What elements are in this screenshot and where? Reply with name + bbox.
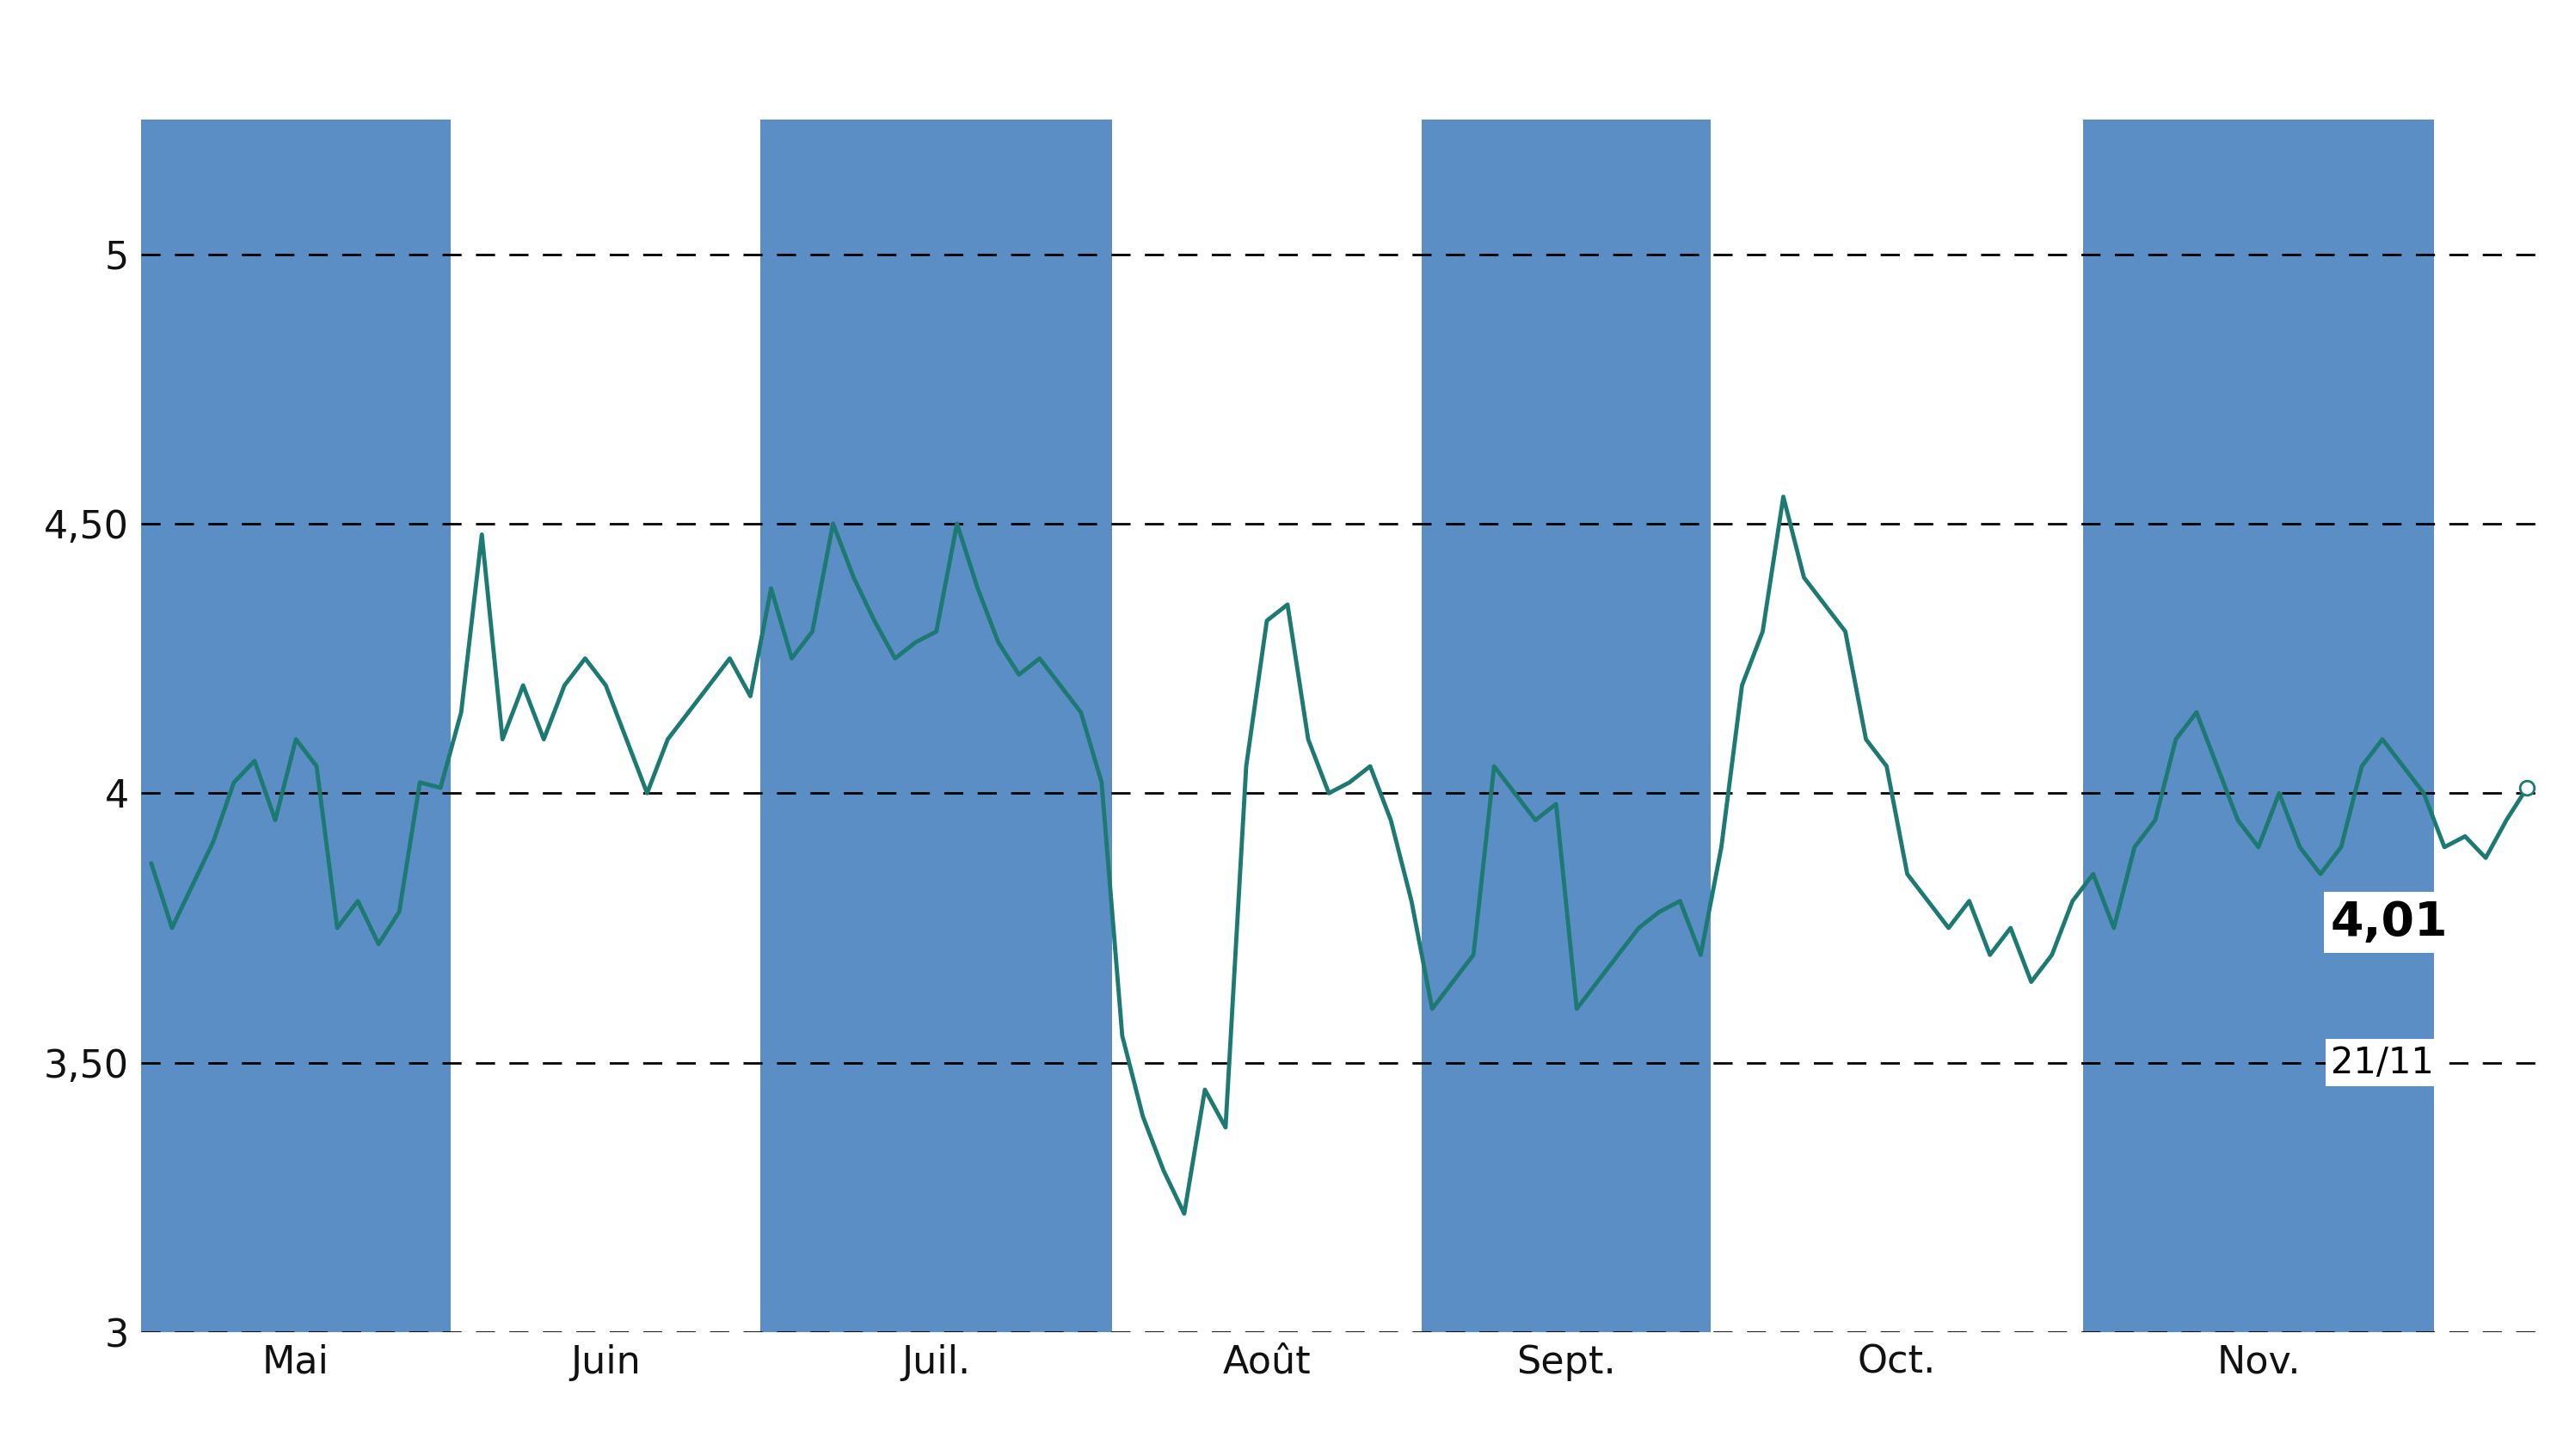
Text: 21/11: 21/11 [2330, 1044, 2435, 1080]
Bar [2084, 119, 2435, 1332]
Text: 4,01: 4,01 [2330, 900, 2448, 946]
Bar [141, 119, 451, 1332]
Bar [761, 119, 1112, 1332]
Text: Xenetic Biosciences, Inc.: Xenetic Biosciences, Inc. [800, 20, 1763, 87]
Bar [1422, 119, 1712, 1332]
